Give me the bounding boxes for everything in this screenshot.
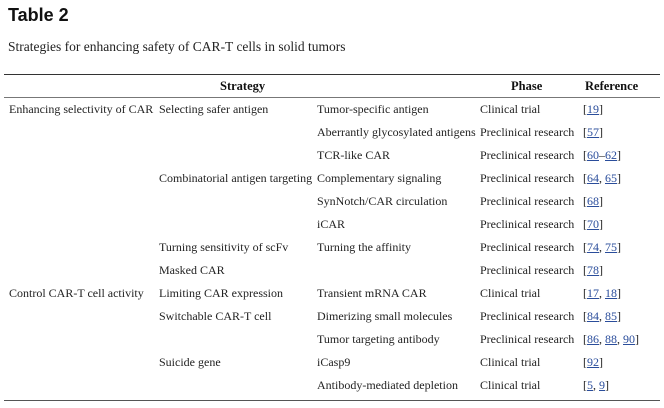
table-row: Tumor targeting antibody Preclinical rese… bbox=[0, 328, 664, 351]
table-row: Combinatorial antigen targeting Complemen… bbox=[0, 167, 664, 190]
table-row: Antibody-mediated depletion Clinical tria… bbox=[0, 374, 664, 397]
method-cell: Dimerizing small molecules bbox=[317, 309, 453, 323]
table-row: Switchable CAR-T cell Dimerizing small mo… bbox=[0, 305, 664, 328]
phase-cell: Preclinical research bbox=[480, 309, 575, 323]
reference-link[interactable]: 17 bbox=[587, 286, 599, 300]
table-caption: Strategies for enhancing safety of CAR-T… bbox=[8, 39, 346, 54]
reference-link[interactable]: 18 bbox=[605, 286, 617, 300]
reference-link[interactable]: 62 bbox=[605, 148, 617, 162]
phase-cell: Preclinical research bbox=[480, 194, 575, 208]
reference-link[interactable]: 78 bbox=[587, 263, 599, 277]
reference-link[interactable]: 92 bbox=[587, 355, 599, 369]
phase-cell: Preclinical research bbox=[480, 148, 575, 162]
method-cell: Aberrantly glycosylated antigens bbox=[317, 125, 476, 139]
reference-link[interactable]: 19 bbox=[587, 102, 599, 116]
approach-cell: Combinatorial antigen targeting bbox=[159, 171, 313, 185]
method-cell: iCasp9 bbox=[317, 355, 351, 369]
table-header-rule bbox=[4, 97, 660, 98]
phase-cell: Preclinical research bbox=[480, 263, 575, 277]
reference-link[interactable]: 5 bbox=[587, 378, 593, 392]
phase-cell: Clinical trial bbox=[480, 102, 541, 116]
approach-cell: Switchable CAR-T cell bbox=[159, 309, 272, 323]
phase-cell: Clinical trial bbox=[480, 355, 541, 369]
table-row: Masked CAR Preclinical research [78] bbox=[0, 259, 664, 282]
approach-cell: Selecting safer antigen bbox=[159, 102, 269, 116]
reference-link[interactable]: 86 bbox=[587, 332, 599, 346]
reference-link[interactable]: 64 bbox=[587, 171, 599, 185]
reference-cell: [64, 65] bbox=[583, 171, 621, 185]
reference-cell: [57] bbox=[583, 125, 603, 139]
method-cell: Tumor-specific antigen bbox=[317, 102, 429, 116]
table-row: iCAR Preclinical research [70] bbox=[0, 213, 664, 236]
phase-cell: Preclinical research bbox=[480, 332, 575, 346]
reference-link[interactable]: 84 bbox=[587, 309, 599, 323]
reference-cell: [17, 18] bbox=[583, 286, 621, 300]
header-reference: Reference bbox=[585, 79, 639, 93]
reference-cell: [70] bbox=[583, 217, 603, 231]
reference-cell: [86, 88, 90] bbox=[583, 332, 639, 346]
approach-cell: Suicide gene bbox=[159, 355, 221, 369]
table-row: SynNotch/CAR circulation Preclinical rese… bbox=[0, 190, 664, 213]
reference-link[interactable]: 70 bbox=[587, 217, 599, 231]
method-cell: Transient mRNA CAR bbox=[317, 286, 427, 300]
reference-cell: [78] bbox=[583, 263, 603, 277]
reference-cell: [19] bbox=[583, 102, 603, 116]
phase-cell: Clinical trial bbox=[480, 286, 541, 300]
phase-cell: Clinical trial bbox=[480, 378, 541, 392]
reference-link[interactable]: 74 bbox=[587, 240, 599, 254]
header-strategy: Strategy bbox=[220, 79, 266, 93]
approach-cell: Masked CAR bbox=[159, 263, 225, 277]
phase-cell: Preclinical research bbox=[480, 217, 575, 231]
reference-cell: [68] bbox=[583, 194, 603, 208]
reference-link[interactable]: 68 bbox=[587, 194, 599, 208]
reference-cell: [84, 85] bbox=[583, 309, 621, 323]
method-cell: iCAR bbox=[317, 217, 346, 231]
method-cell: TCR-like CAR bbox=[317, 148, 391, 162]
table-label: Table 2 bbox=[8, 5, 69, 25]
reference-cell: [60–62] bbox=[583, 148, 621, 162]
approach-cell: Limiting CAR expression bbox=[159, 286, 283, 300]
table-row: TCR-like CAR Preclinical research [60–62] bbox=[0, 144, 664, 167]
reference-link[interactable]: 75 bbox=[605, 240, 617, 254]
table-row: Enhancing selectivity of CAR Selecting sa… bbox=[0, 98, 664, 121]
phase-cell: Preclinical research bbox=[480, 240, 575, 254]
reference-link[interactable]: 90 bbox=[623, 332, 635, 346]
category-cell: Control CAR-T cell activity bbox=[9, 286, 144, 300]
approach-cell: Turning sensitivity of scFv bbox=[159, 240, 289, 254]
table-row: Control CAR-T cell activity Limiting CAR … bbox=[0, 282, 664, 305]
reference-link[interactable]: 9 bbox=[599, 378, 605, 392]
reference-link[interactable]: 88 bbox=[605, 332, 617, 346]
table-row: Aberrantly glycosylated antigens Preclini… bbox=[0, 121, 664, 144]
table-top-rule bbox=[4, 74, 660, 75]
method-cell: Complementary signaling bbox=[317, 171, 442, 185]
table-row: Turning sensitivity of scFv Turning the a… bbox=[0, 236, 664, 259]
header-phase: Phase bbox=[511, 79, 543, 93]
reference-link[interactable]: 85 bbox=[605, 309, 617, 323]
reference-cell: [92] bbox=[583, 355, 603, 369]
reference-link[interactable]: 60 bbox=[587, 148, 599, 162]
method-cell: Tumor targeting antibody bbox=[317, 332, 440, 346]
category-cell: Enhancing selectivity of CAR bbox=[9, 102, 154, 116]
method-cell: SynNotch/CAR circulation bbox=[317, 194, 448, 208]
method-cell: Antibody-mediated depletion bbox=[317, 378, 458, 392]
phase-cell: Preclinical research bbox=[480, 125, 575, 139]
phase-cell: Preclinical research bbox=[480, 171, 575, 185]
reference-link[interactable]: 65 bbox=[605, 171, 617, 185]
table-row: Suicide gene iCasp9 Clinical trial [92] bbox=[0, 351, 664, 374]
table-bottom-rule bbox=[4, 400, 660, 401]
method-cell: Turning the affinity bbox=[317, 240, 412, 254]
reference-cell: [74, 75] bbox=[583, 240, 621, 254]
reference-cell: [5, 9] bbox=[583, 378, 609, 392]
reference-link[interactable]: 57 bbox=[587, 125, 599, 139]
